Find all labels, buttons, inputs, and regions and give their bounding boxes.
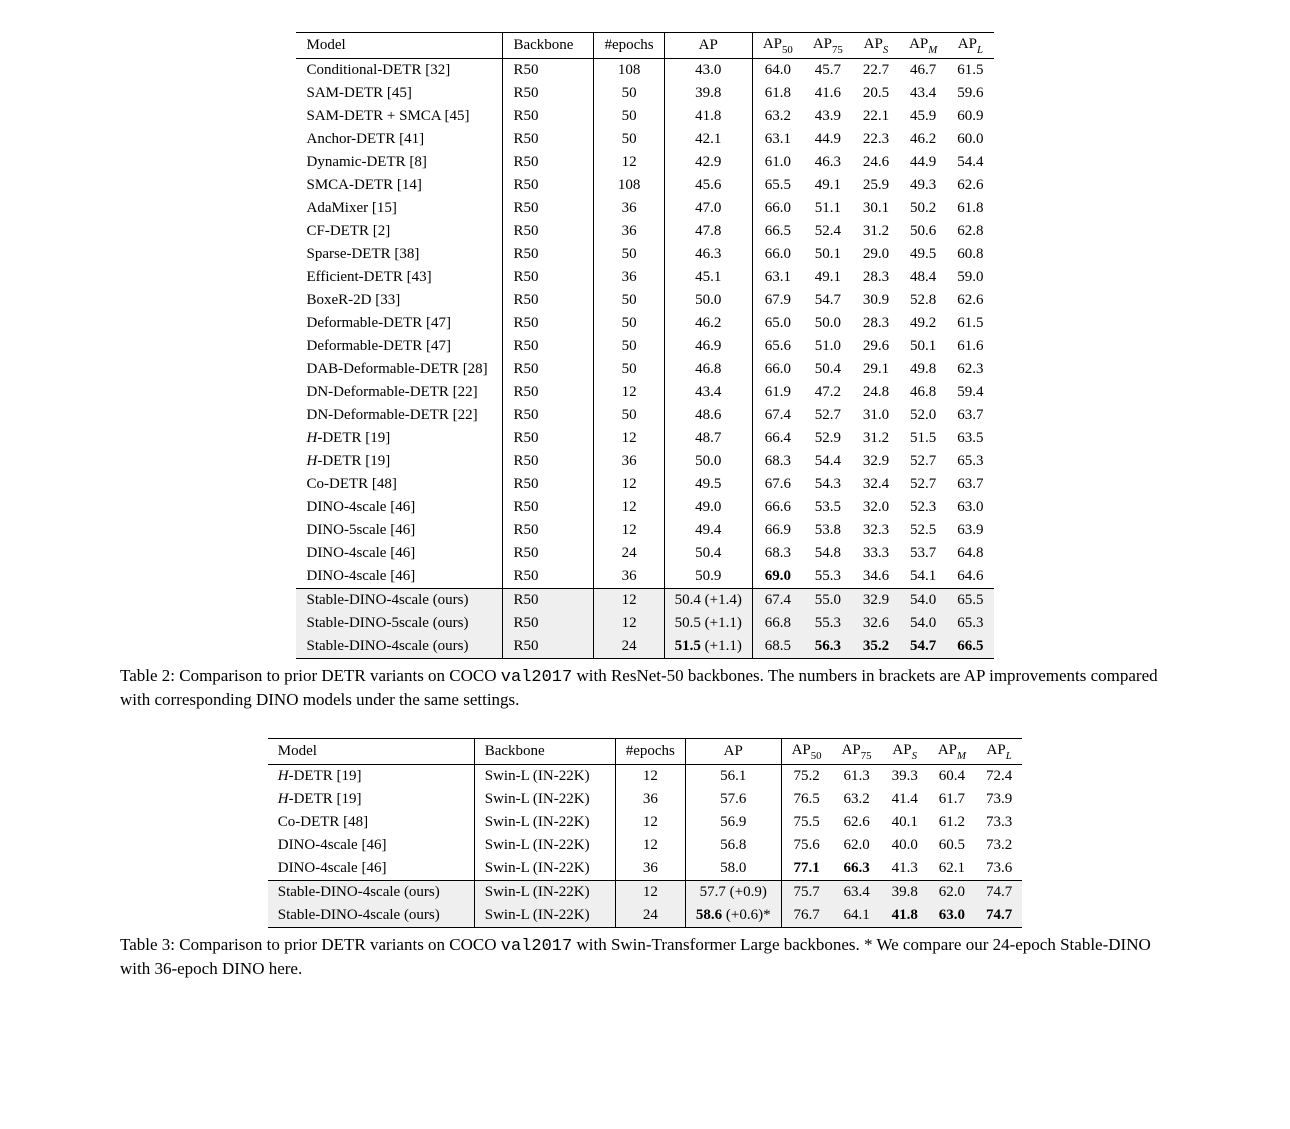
table-cell-model: H-DETR [19] [296, 450, 503, 473]
col-aps-header: APS [882, 738, 928, 764]
table-row: Stable-DINO-4scale (ours)Swin-L (IN-22K)… [268, 904, 1023, 928]
table-cell-model: Stable-DINO-4scale (ours) [268, 904, 475, 928]
table-row: H-DETR [19]Swin-L (IN-22K)3657.676.563.2… [268, 788, 1023, 811]
table-cell-model: DINO-4scale [46] [296, 565, 503, 589]
col-ap-header: AP [664, 33, 752, 59]
table-cell-model: H-DETR [19] [268, 764, 475, 788]
table-row: Deformable-DETR [47]R505046.965.651.029.… [296, 335, 993, 358]
table-cell-model: DAB-Deformable-DETR [28] [296, 358, 503, 381]
table-cell-model: DINO-4scale [46] [268, 834, 475, 857]
col-model-header: Model [296, 33, 503, 59]
table3-caption: Table 3: Comparison to prior DETR varian… [120, 934, 1170, 981]
table-row: SAM-DETR [45]R505039.861.841.620.543.459… [296, 82, 993, 105]
table-row: H-DETR [19]Swin-L (IN-22K)1256.175.261.3… [268, 764, 1023, 788]
table-row: Stable-DINO-4scale (ours)Swin-L (IN-22K)… [268, 880, 1023, 904]
table-cell-model: Sparse-DETR [38] [296, 243, 503, 266]
table-row: H-DETR [19]R501248.766.452.931.251.563.5 [296, 427, 993, 450]
table-cell-model: DINO-4scale [46] [296, 496, 503, 519]
col-apm-header: APM [928, 738, 976, 764]
table-row: Deformable-DETR [47]R505046.265.050.028.… [296, 312, 993, 335]
table-row: Anchor-DETR [41]R505042.163.144.922.346.… [296, 128, 993, 151]
table-row: H-DETR [19]R503650.068.354.432.952.765.3 [296, 450, 993, 473]
table-row: CF-DETR [2]R503647.866.552.431.250.662.8 [296, 220, 993, 243]
table-cell-model: SAM-DETR [45] [296, 82, 503, 105]
table-cell-model: Deformable-DETR [47] [296, 335, 503, 358]
table-row: SAM-DETR + SMCA [45]R505041.863.243.922.… [296, 105, 993, 128]
table-row: DINO-4scale [46]Swin-L (IN-22K)1256.875.… [268, 834, 1023, 857]
table3: Model Backbone #epochs AP AP50 AP75 APS … [268, 738, 1023, 928]
table-cell-model: CF-DETR [2] [296, 220, 503, 243]
table-cell-model: BoxeR-2D [33] [296, 289, 503, 312]
table-row: DINO-4scale [46]R501249.066.653.532.052.… [296, 496, 993, 519]
col-ap50-header: AP50 [752, 33, 802, 59]
table-row: Stable-DINO-5scale (ours)R501250.5 (+1.1… [296, 612, 993, 635]
col-ap75-header: AP75 [803, 33, 853, 59]
col-epochs-header: #epochs [594, 33, 664, 59]
col-apl-header: APL [947, 33, 993, 59]
table3-header-row: Model Backbone #epochs AP AP50 AP75 APS … [268, 738, 1023, 764]
table-row: DINO-4scale [46]Swin-L (IN-22K)3658.077.… [268, 857, 1023, 881]
table-cell-model: Dynamic-DETR [8] [296, 151, 503, 174]
table-row: Co-DETR [48]R501249.567.654.332.452.763.… [296, 473, 993, 496]
table-cell-model: DINO-4scale [46] [268, 857, 475, 881]
col-ap50-header: AP50 [781, 738, 831, 764]
col-epochs-header: #epochs [615, 738, 685, 764]
table-row: Dynamic-DETR [8]R501242.961.046.324.644.… [296, 151, 993, 174]
col-aps-header: APS [853, 33, 899, 59]
table-cell-model: Efficient-DETR [43] [296, 266, 503, 289]
table-cell-model: Stable-DINO-5scale (ours) [296, 612, 503, 635]
table2: Model Backbone #epochs AP AP50 AP75 APS … [296, 32, 993, 659]
table-cell-model: AdaMixer [15] [296, 197, 503, 220]
table3-wrap: Model Backbone #epochs AP AP50 AP75 APS … [72, 738, 1218, 928]
table2-header-row: Model Backbone #epochs AP AP50 AP75 APS … [296, 33, 993, 59]
col-backbone-header: Backbone [503, 33, 594, 59]
table-cell-model: H-DETR [19] [268, 788, 475, 811]
table-row: Sparse-DETR [38]R505046.366.050.129.049.… [296, 243, 993, 266]
table-row: Efficient-DETR [43]R503645.163.149.128.3… [296, 266, 993, 289]
table-cell-model: SAM-DETR + SMCA [45] [296, 105, 503, 128]
table-cell-model: H-DETR [19] [296, 427, 503, 450]
table-cell-model: Stable-DINO-4scale (ours) [296, 589, 503, 613]
table-row: SMCA-DETR [14]R5010845.665.549.125.949.3… [296, 174, 993, 197]
table-cell-model: Co-DETR [48] [268, 811, 475, 834]
col-apm-header: APM [899, 33, 947, 59]
table-cell-model: DN-Deformable-DETR [22] [296, 381, 503, 404]
col-ap75-header: AP75 [832, 738, 882, 764]
table-row: DN-Deformable-DETR [22]R501243.461.947.2… [296, 381, 993, 404]
table2-caption: Table 2: Comparison to prior DETR varian… [120, 665, 1170, 712]
table-row: DAB-Deformable-DETR [28]R505046.866.050.… [296, 358, 993, 381]
col-apl-header: APL [976, 738, 1022, 764]
table-cell-model: Conditional-DETR [32] [296, 59, 503, 83]
table2-wrap: Model Backbone #epochs AP AP50 AP75 APS … [72, 32, 1218, 659]
table-row: Conditional-DETR [32]R5010843.064.045.72… [296, 59, 993, 83]
table-row: Co-DETR [48]Swin-L (IN-22K)1256.975.562.… [268, 811, 1023, 834]
table-cell-model: Stable-DINO-4scale (ours) [268, 880, 475, 904]
table-row: DINO-4scale [46]R502450.468.354.833.353.… [296, 542, 993, 565]
col-ap-header: AP [685, 738, 781, 764]
table-row: DINO-5scale [46]R501249.466.953.832.352.… [296, 519, 993, 542]
table-cell-model: SMCA-DETR [14] [296, 174, 503, 197]
col-backbone-header: Backbone [474, 738, 615, 764]
table-row: Stable-DINO-4scale (ours)R501250.4 (+1.4… [296, 589, 993, 613]
table-row: AdaMixer [15]R503647.066.051.130.150.261… [296, 197, 993, 220]
table-cell-model: DINO-4scale [46] [296, 542, 503, 565]
table-cell-model: DINO-5scale [46] [296, 519, 503, 542]
col-model-header: Model [268, 738, 475, 764]
table-cell-model: DN-Deformable-DETR [22] [296, 404, 503, 427]
table-cell-model: Deformable-DETR [47] [296, 312, 503, 335]
table-cell-model: Co-DETR [48] [296, 473, 503, 496]
table-cell-model: Anchor-DETR [41] [296, 128, 503, 151]
table-row: Stable-DINO-4scale (ours)R502451.5 (+1.1… [296, 635, 993, 659]
table-row: BoxeR-2D [33]R505050.067.954.730.952.862… [296, 289, 993, 312]
table-row: DINO-4scale [46]R503650.969.055.334.654.… [296, 565, 993, 589]
table-cell-model: Stable-DINO-4scale (ours) [296, 635, 503, 659]
table-row: DN-Deformable-DETR [22]R505048.667.452.7… [296, 404, 993, 427]
